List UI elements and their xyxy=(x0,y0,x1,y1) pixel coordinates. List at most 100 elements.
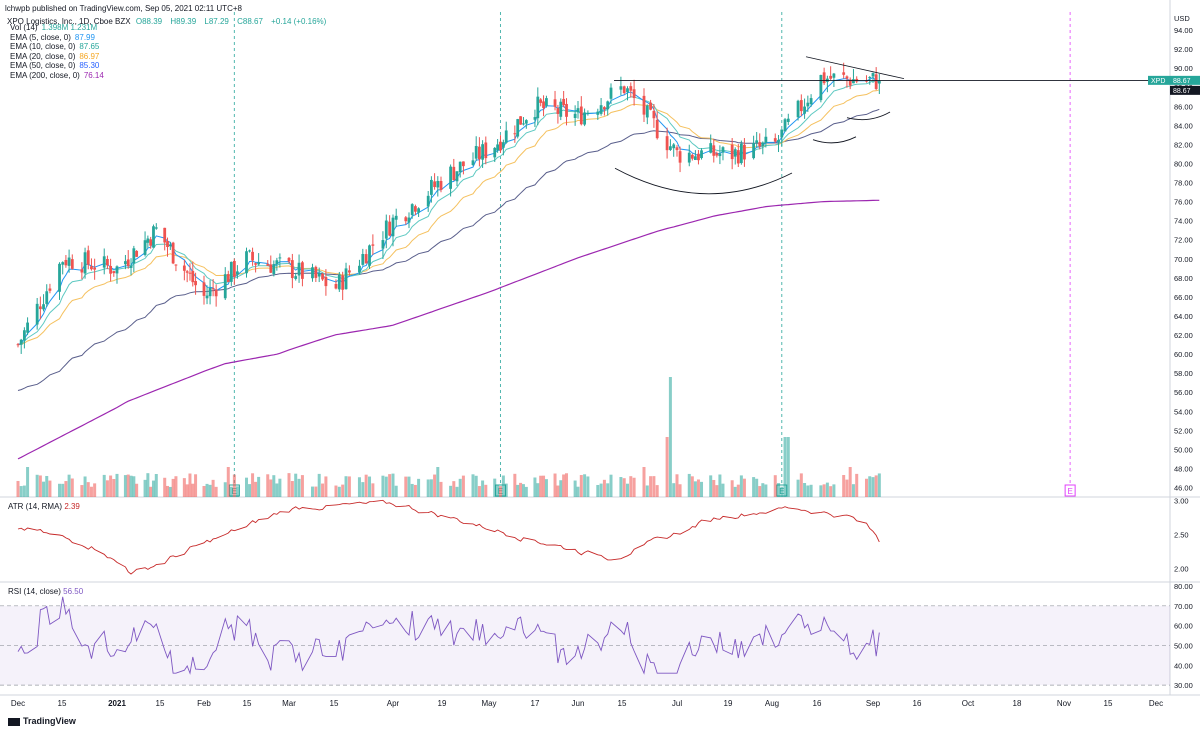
grid-lines xyxy=(0,0,1200,696)
volume-bar xyxy=(842,475,846,497)
indicator-legend: Vol (14) 1.398M 1.231M EMA (5, close, 0) 8… xyxy=(10,23,104,81)
time-tick-label: Oct xyxy=(962,699,975,708)
candle-body xyxy=(42,304,45,310)
volume-bar xyxy=(739,475,743,497)
candle-body xyxy=(524,120,528,124)
candle-body xyxy=(606,101,610,110)
legend-ema5[interactable]: EMA (5, close, 0) 87.99 xyxy=(10,32,95,42)
volume-bar xyxy=(519,482,523,497)
legend-ema20[interactable]: EMA (20, close, 0) 86.97 xyxy=(10,51,100,61)
time-tick-label: Apr xyxy=(387,699,400,708)
candle-body xyxy=(645,105,649,118)
volume-bar xyxy=(115,473,119,497)
candle-body xyxy=(254,263,258,265)
candle-body xyxy=(764,136,768,144)
volume-bar xyxy=(803,483,807,497)
legend-vol[interactable]: Vol (14) 1.398M 1.231M xyxy=(10,23,98,32)
time-tick-label: 15 xyxy=(330,699,339,708)
rsi-legend[interactable]: RSI (14, close) 56.50 xyxy=(8,587,84,596)
volume-bar xyxy=(151,480,155,497)
candle-body xyxy=(384,220,388,239)
volume-bar xyxy=(112,478,116,497)
candle-body xyxy=(371,244,375,246)
candle-body xyxy=(553,99,557,107)
volume-bar xyxy=(314,486,318,497)
volume-bar xyxy=(758,486,762,497)
atr-legend[interactable]: ATR (14, RMA) 2.39 xyxy=(8,502,80,511)
candle-body xyxy=(739,143,743,164)
candle-body xyxy=(874,74,878,89)
candle-body xyxy=(565,103,568,117)
volume-bar xyxy=(364,474,368,497)
volume-bar xyxy=(300,475,304,497)
candle-body xyxy=(622,86,626,94)
candle-body xyxy=(718,153,722,157)
tradingview-logo[interactable]: TradingView xyxy=(8,716,76,726)
time-tick-label: Mar xyxy=(282,699,296,708)
volume-bar xyxy=(742,478,746,497)
candle-body xyxy=(655,119,659,139)
candle-body xyxy=(822,72,826,84)
currency-label: USD xyxy=(1174,14,1190,23)
candle-body xyxy=(152,226,155,248)
cup-arc xyxy=(614,167,793,195)
volume-bar xyxy=(245,477,248,497)
volume-bar xyxy=(294,473,298,497)
price-tick-label: 78.00 xyxy=(1174,179,1193,188)
volume-bar xyxy=(384,476,388,497)
volume-bar xyxy=(832,484,836,497)
handle-arc xyxy=(846,111,891,121)
volume-bar xyxy=(764,484,768,497)
candle-body xyxy=(364,254,368,264)
volume-bar xyxy=(16,480,20,497)
candle-body xyxy=(626,88,629,93)
candle-body xyxy=(501,142,505,148)
candle-body xyxy=(516,119,520,137)
candle-body xyxy=(135,250,139,257)
price-tick-label: 46.00 xyxy=(1174,484,1193,493)
volume-bar xyxy=(521,484,525,497)
candle-body xyxy=(407,217,411,223)
candle-body xyxy=(83,252,87,274)
legend-ema200[interactable]: EMA (200, close, 0) 76.14 xyxy=(10,70,104,80)
trend-drawings xyxy=(614,56,1200,195)
volume-bar xyxy=(496,485,500,497)
volume-bar xyxy=(755,478,759,497)
time-tick-label: 15 xyxy=(618,699,627,708)
candle-body xyxy=(166,241,169,247)
legend-ema50[interactable]: EMA (50, close, 0) 85.30 xyxy=(10,61,100,71)
candle-body xyxy=(562,98,566,106)
volume-bar xyxy=(347,476,351,497)
volume-bar xyxy=(516,484,520,497)
candle-body xyxy=(410,204,414,216)
price-tick-label: 64.00 xyxy=(1174,312,1193,321)
candle-body xyxy=(599,105,603,114)
candle-body xyxy=(865,80,868,82)
volume-bar xyxy=(481,480,485,497)
candle-body xyxy=(796,100,800,118)
volume-bar xyxy=(583,474,587,497)
candle-body xyxy=(773,138,777,142)
volume-bar xyxy=(341,484,345,497)
candlesticks[interactable] xyxy=(16,62,881,354)
legend-ema10[interactable]: EMA (10, close, 0) 87.65 xyxy=(10,42,100,52)
candle-body xyxy=(226,274,230,282)
price-tick-label: 52.00 xyxy=(1174,426,1193,435)
volume-bar xyxy=(619,477,623,497)
time-tick-label: 15 xyxy=(243,699,252,708)
symbol-title[interactable]: XPO Logistics, Inc., 1D, Cboe BZX xyxy=(7,17,131,26)
candle-body xyxy=(430,179,433,195)
volume-bar xyxy=(799,473,803,497)
volume-bar xyxy=(182,478,186,497)
time-tick-label: 19 xyxy=(438,699,447,708)
candle-body xyxy=(112,271,116,274)
volume-bar xyxy=(70,478,74,497)
price-tick-label: 60.00 xyxy=(1174,350,1193,359)
candle-body xyxy=(361,254,365,265)
atr-series xyxy=(17,499,880,575)
volume-bar xyxy=(806,485,810,497)
candle-body xyxy=(609,87,613,99)
atr-tick-label: 3.00 xyxy=(1174,496,1189,505)
volume-bar xyxy=(26,467,30,497)
